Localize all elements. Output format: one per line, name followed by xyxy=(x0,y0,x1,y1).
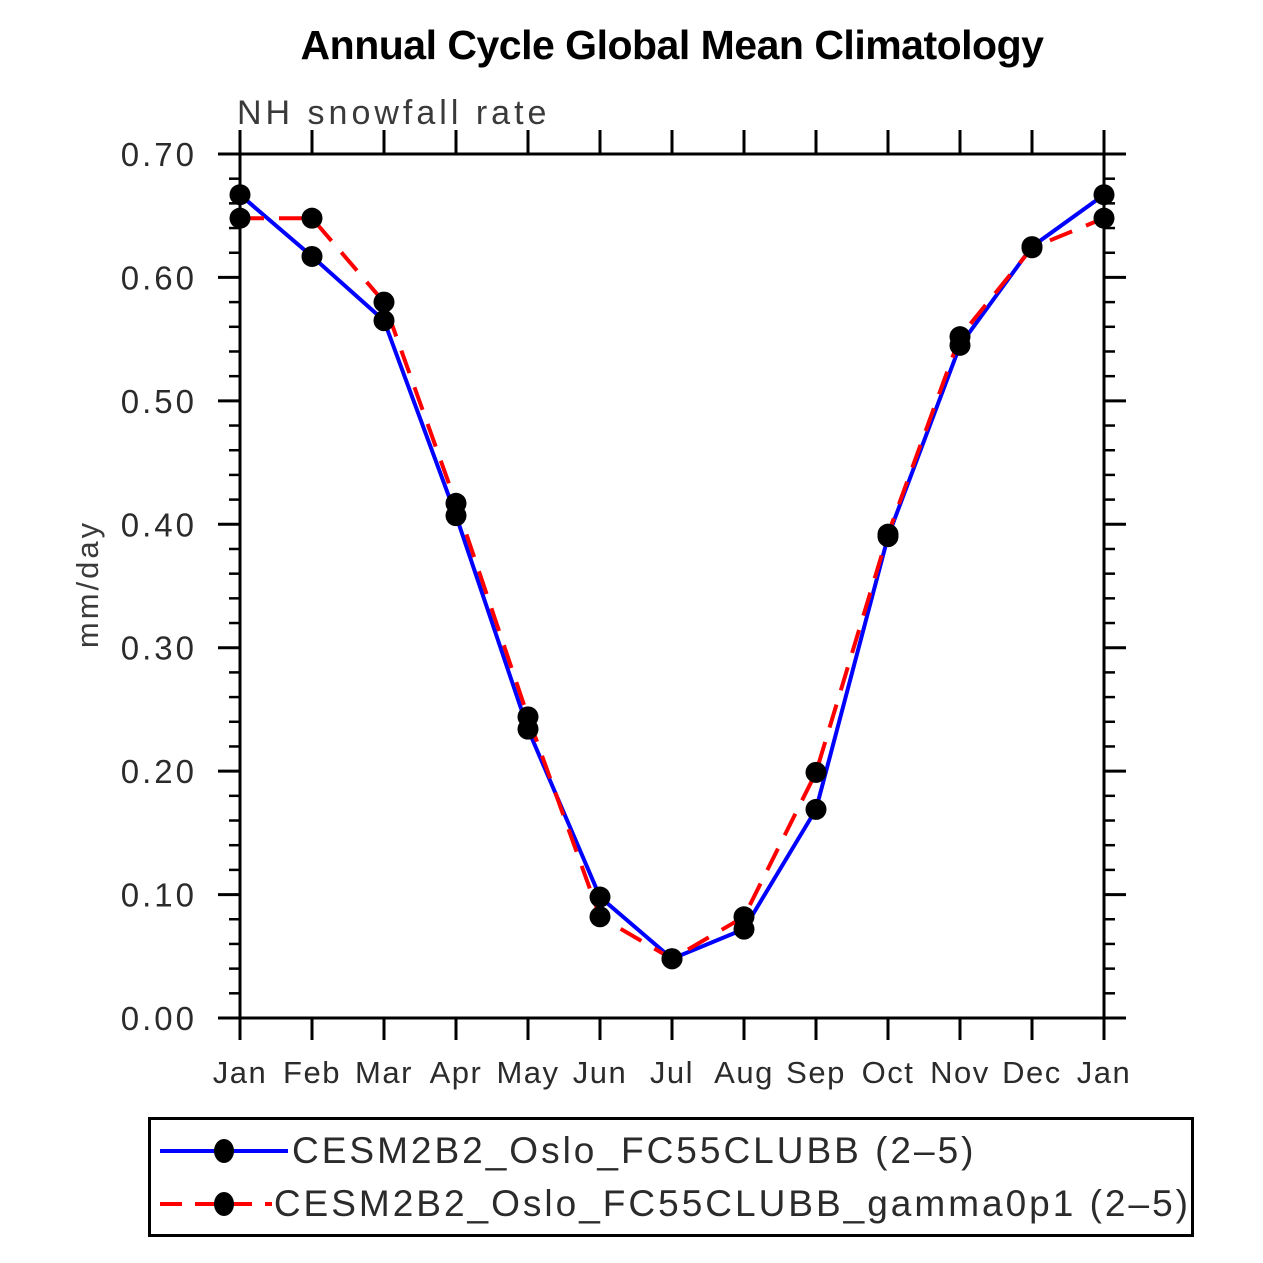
x-tick-label: Oct xyxy=(862,1055,915,1090)
x-tick-label: Sep xyxy=(786,1055,846,1090)
legend-label-series-0: CESM2B2_Oslo_FC55CLUBB (2–5) xyxy=(292,1129,977,1171)
legend-item-series-1: CESM2B2_Oslo_FC55CLUBB_gamma0p1 (2–5) xyxy=(158,1182,1191,1224)
x-tick-label: Aug xyxy=(714,1055,774,1090)
data-point-marker-series-1 xyxy=(877,523,899,545)
x-tick-label: Jul xyxy=(650,1055,694,1090)
x-tick-label: Jan xyxy=(213,1055,267,1090)
data-point-marker-series-1 xyxy=(805,761,827,783)
legend-marker-dot-1 xyxy=(214,1191,234,1216)
chart-title: Annual Cycle Global Mean Climatology xyxy=(300,22,1044,68)
y-tick-label: 0.10 xyxy=(121,877,197,914)
data-point-marker-series-1 xyxy=(445,492,467,514)
data-point-marker-series-0 xyxy=(589,886,611,908)
legend: CESM2B2_Oslo_FC55CLUBB (2–5) CESM2B2_Osl… xyxy=(148,1117,1194,1237)
data-point-marker-series-1 xyxy=(1093,207,1115,229)
legend-marker-dot-0 xyxy=(214,1138,234,1163)
x-tick-label: Dec xyxy=(1002,1055,1062,1090)
legend-item-series-0: CESM2B2_Oslo_FC55CLUBB (2–5) xyxy=(158,1129,1191,1171)
x-tick-label: Nov xyxy=(930,1055,990,1090)
data-point-marker-series-0 xyxy=(301,245,323,267)
legend-label-series-1: CESM2B2_Oslo_FC55CLUBB_gamma0p1 (2–5) xyxy=(273,1182,1191,1224)
y-tick-label: 0.70 xyxy=(121,136,197,173)
y-tick-label: 0.60 xyxy=(121,259,197,296)
x-tick-label: Jun xyxy=(573,1055,627,1090)
data-point-marker-series-1 xyxy=(229,207,251,229)
data-point-marker-series-1 xyxy=(589,906,611,928)
chart-subtitle: NH snowfall rate xyxy=(237,94,551,132)
data-point-marker-series-1 xyxy=(661,948,683,970)
plot-box xyxy=(238,152,1106,1020)
y-tick-label: 0.20 xyxy=(121,753,197,790)
x-tick-label: May xyxy=(496,1055,559,1090)
data-point-marker-series-1 xyxy=(517,706,539,728)
data-point-marker-series-0 xyxy=(805,798,827,820)
series-line-1 xyxy=(240,216,1105,962)
y-tick-label: 0.30 xyxy=(121,630,197,667)
legend-sample-0 xyxy=(160,1138,288,1163)
data-point-marker-series-1 xyxy=(373,291,395,313)
data-point-marker-series-1 xyxy=(1021,237,1043,259)
data-point-marker-series-0 xyxy=(229,184,251,206)
x-tick-label: Feb xyxy=(283,1055,341,1090)
x-tick-label: Mar xyxy=(355,1055,413,1090)
legend-sample-1 xyxy=(160,1191,272,1216)
x-tick-label: Jan xyxy=(1077,1055,1131,1090)
data-point-marker-series-1 xyxy=(733,906,755,928)
y-tick-label: 0.40 xyxy=(121,506,197,543)
data-point-marker-series-0 xyxy=(1093,184,1115,206)
data-point-marker-series-0 xyxy=(373,310,395,332)
y-tick-label: 0.50 xyxy=(121,383,197,420)
data-point-marker-series-1 xyxy=(301,207,323,229)
series-line-0 xyxy=(238,193,1106,962)
y-tick-label: 0.00 xyxy=(121,1000,197,1037)
x-tick-label: Apr xyxy=(430,1055,483,1090)
data-point-marker-series-1 xyxy=(949,326,971,348)
